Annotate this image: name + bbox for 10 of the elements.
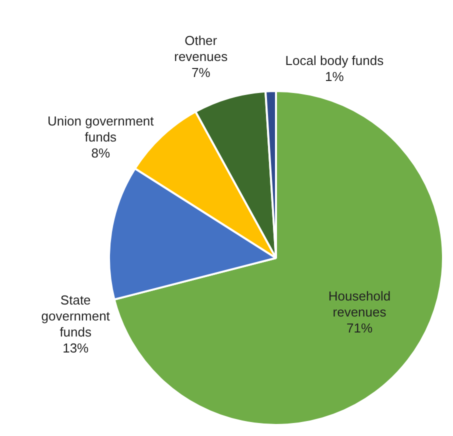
- data-label: 8%: [91, 145, 110, 160]
- slice-label: Union government funds: [48, 113, 154, 144]
- slice-label: Local body funds: [285, 52, 384, 68]
- data-label: 7%: [191, 65, 211, 80]
- data-label: 71%: [346, 320, 373, 336]
- slice-label: State government funds: [41, 292, 110, 340]
- slice-label: Other revenues: [174, 33, 228, 64]
- data-label: 13%: [62, 340, 90, 356]
- data-label: 1%: [325, 68, 344, 84]
- slice-label: Household revenues: [328, 288, 391, 320]
